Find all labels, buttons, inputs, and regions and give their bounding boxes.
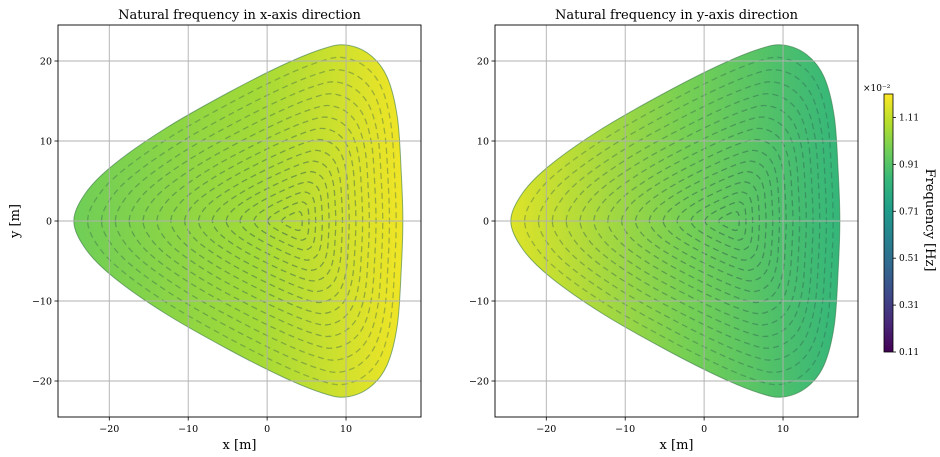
colorbar-tick-label: 0.11 (899, 348, 919, 358)
x-tick-label: 0 (701, 424, 707, 435)
colorbar-label: Frequency [Hz] (922, 169, 937, 272)
contour-line (621, 138, 787, 304)
contour-line (551, 81, 821, 361)
y-tick-label: 0 (46, 217, 52, 228)
x-tick-label: 10 (777, 424, 789, 435)
y-tick-label: 0 (483, 217, 489, 228)
x-ticks: −20 −10 0 10 (536, 417, 789, 435)
x-tick-label: 10 (340, 424, 352, 435)
colorbar-scale-label: ×10⁻² (863, 84, 891, 94)
y-tick-label: 10 (40, 137, 52, 148)
y-tick-label: 20 (477, 57, 489, 68)
panel-y-direction: −20 −10 0 10 −20 −10 0 10 20 Natural frequency … (469, 8, 859, 453)
colorbar-tick-label: 0.31 (899, 301, 919, 311)
colorbar-tick-label: 1.11 (899, 113, 919, 123)
y-tick-label: 10 (477, 137, 489, 148)
colorbar-tick-label: 0.71 (899, 207, 919, 217)
colorbar-tick-label: 0.51 (899, 254, 919, 264)
contour-line (676, 181, 761, 261)
colorbar-gradient (883, 93, 894, 353)
x-tick-label: −10 (178, 424, 198, 435)
contour-line (86, 56, 397, 386)
y-ticks: −20 −10 0 10 20 (32, 57, 58, 388)
grid-lines (58, 25, 421, 417)
contour-line (239, 181, 324, 261)
y-ticks: −20 −10 0 10 20 (469, 57, 495, 388)
contour-line (184, 138, 350, 304)
colorbar-ticks: 0.11 0.31 0.51 0.71 0.91 1.11 (893, 113, 919, 358)
y-tick-label: −10 (32, 297, 52, 308)
y-tick-label: −20 (469, 377, 489, 388)
contour-line (662, 170, 767, 272)
chart-title: Natural frequency in x-axis direction (118, 8, 361, 23)
colorbar-tick-label: 0.91 (899, 160, 919, 170)
x-axis-label: x [m] (223, 438, 257, 453)
y-tick-label: −10 (469, 297, 489, 308)
chart-title: Natural frequency in y-axis direction (555, 8, 799, 23)
y-tick-label: 20 (40, 57, 52, 68)
contour-line (114, 81, 384, 361)
grid-lines (495, 25, 858, 417)
contour-line (523, 56, 834, 386)
x-tick-label: −20 (99, 424, 119, 435)
x-axis-label: x [m] (660, 438, 694, 453)
y-axis-label: y [m] (8, 204, 23, 239)
x-tick-label: −20 (536, 424, 556, 435)
contour-line (225, 170, 330, 272)
x-tick-label: 0 (264, 424, 270, 435)
colorbar: 0.11 0.31 0.51 0.71 0.91 1.11 ×10⁻² Frequency… (863, 84, 937, 358)
y-tick-label: −20 (32, 377, 52, 388)
x-tick-label: −10 (615, 424, 635, 435)
panel-x-direction: −20 −10 0 10 −20 −10 0 10 20 Natural frequency … (8, 8, 422, 453)
x-ticks: −20 −10 0 10 (99, 417, 352, 435)
